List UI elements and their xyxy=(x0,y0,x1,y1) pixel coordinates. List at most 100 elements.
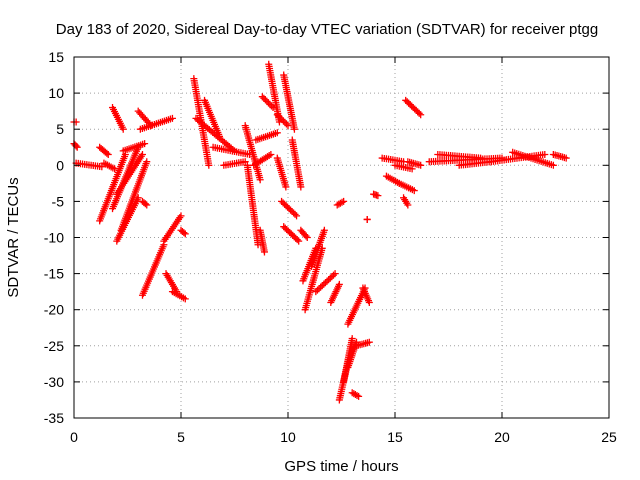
data-point xyxy=(73,143,81,151)
tick-labels: 0 5 10 15 20 25 -35 -30 -25 -20 -15 -10 -5 0 5 10 15 xyxy=(44,49,617,445)
data-point xyxy=(328,273,336,281)
data-point xyxy=(181,230,189,238)
data-point xyxy=(417,111,425,119)
y-tick-label: -5 xyxy=(52,193,65,209)
y-tick-label: 10 xyxy=(48,85,64,101)
data-point xyxy=(276,114,284,122)
data-point xyxy=(410,187,418,195)
axis-ticks xyxy=(73,56,610,419)
data-point xyxy=(267,102,275,110)
data-point xyxy=(320,280,328,288)
data-point xyxy=(104,150,112,158)
y-axis-title: SDTVAR / TECUs xyxy=(5,177,22,297)
y-tick-label: 0 xyxy=(56,157,64,173)
data-point xyxy=(282,183,290,191)
data-point xyxy=(408,165,416,173)
data-point xyxy=(338,198,346,206)
data-point xyxy=(335,280,343,288)
x-tick-label: 20 xyxy=(494,429,510,445)
x-tick-label: 0 xyxy=(70,429,78,445)
data-point xyxy=(181,295,189,303)
y-tick-label: -30 xyxy=(44,374,64,390)
y-tick-label: -20 xyxy=(44,302,64,318)
data-point xyxy=(273,111,281,119)
data-point xyxy=(264,99,272,107)
data-point xyxy=(313,286,321,294)
data-point xyxy=(365,298,373,306)
data-point xyxy=(374,192,382,200)
data-point xyxy=(119,125,127,133)
data-point xyxy=(295,237,303,245)
data-point xyxy=(143,201,151,209)
data-point xyxy=(415,109,423,117)
x-tick-label: 10 xyxy=(280,429,296,445)
data-point xyxy=(278,115,286,123)
data-point xyxy=(353,391,361,399)
data-point xyxy=(263,97,271,105)
data-point xyxy=(216,132,224,140)
data-point xyxy=(323,277,331,285)
data-point xyxy=(281,118,289,126)
x-axis-title: GPS time / hours xyxy=(284,458,398,475)
data-point xyxy=(168,114,176,122)
data-point xyxy=(315,285,323,293)
data-point xyxy=(365,338,373,346)
y-tick-label: -35 xyxy=(44,410,64,426)
data-point xyxy=(138,150,146,158)
data-point xyxy=(290,125,298,133)
data-point xyxy=(329,271,337,279)
data-point xyxy=(348,335,356,343)
data-point xyxy=(293,212,301,220)
data-point xyxy=(355,392,363,400)
data-point xyxy=(562,154,570,162)
y-tick-label: -10 xyxy=(44,230,64,246)
chart-title: Day 183 of 2020, Sidereal Day-to-day VTE… xyxy=(56,21,598,38)
data-point xyxy=(317,283,325,291)
data-point xyxy=(266,100,274,108)
x-tick-label: 5 xyxy=(177,429,185,445)
data-point xyxy=(291,210,299,218)
data-point xyxy=(141,200,149,208)
data-point xyxy=(326,274,334,282)
y-tick-label: -25 xyxy=(44,338,64,354)
x-tick-label: 25 xyxy=(601,429,617,445)
data-point xyxy=(325,276,333,284)
data-point xyxy=(321,279,329,287)
data-point xyxy=(260,94,268,102)
data-point xyxy=(340,197,348,205)
data-point xyxy=(258,93,266,101)
data-point xyxy=(98,163,106,171)
y-tick-label: 5 xyxy=(56,121,64,137)
data-point xyxy=(297,183,305,191)
data-point xyxy=(141,140,149,148)
data-point xyxy=(293,236,301,244)
data-point xyxy=(318,282,326,290)
data-point xyxy=(241,158,249,166)
data-point xyxy=(256,176,264,184)
data-point xyxy=(143,158,151,166)
data-point xyxy=(363,215,371,223)
data-point xyxy=(302,232,310,240)
data-point xyxy=(282,120,290,128)
data-point xyxy=(541,150,549,158)
data-point xyxy=(180,229,188,237)
data-point xyxy=(320,226,328,234)
data-point xyxy=(205,161,213,169)
data-point xyxy=(279,117,287,125)
data-markers xyxy=(70,60,570,404)
data-point xyxy=(177,212,185,220)
data-point xyxy=(261,96,269,104)
data-point xyxy=(312,288,320,296)
grid xyxy=(74,57,609,418)
data-point xyxy=(260,248,268,256)
data-point xyxy=(303,234,311,241)
data-point xyxy=(254,241,262,249)
data-point xyxy=(404,201,412,209)
data-point xyxy=(273,129,281,137)
data-point xyxy=(417,161,425,169)
data-point xyxy=(331,270,339,278)
y-tick-label: 15 xyxy=(48,49,64,65)
data-point xyxy=(549,161,557,169)
y-tick-label: -15 xyxy=(44,266,64,282)
